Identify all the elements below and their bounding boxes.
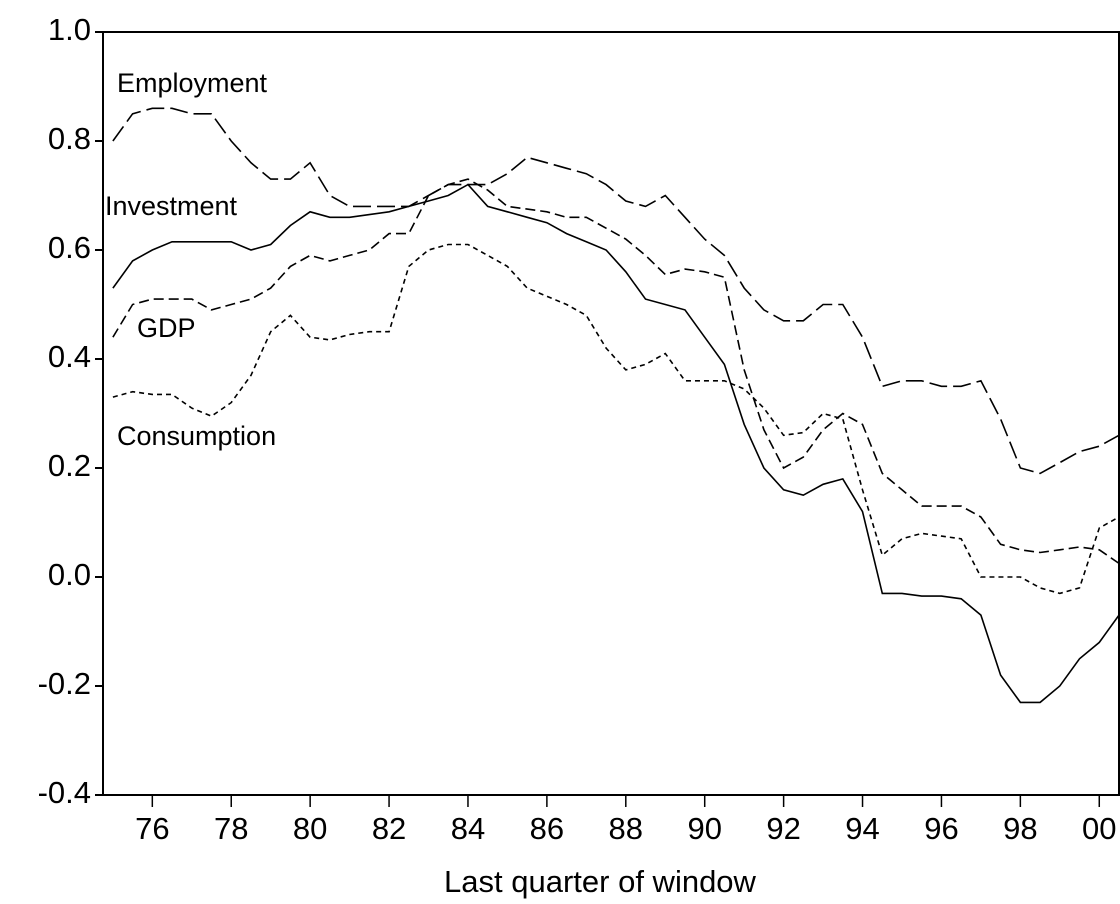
annotation: GDP [137, 313, 196, 343]
x-tick-label: 82 [372, 811, 406, 846]
y-tick-label: -0.4 [38, 775, 91, 810]
y-tick-label: 0.4 [48, 339, 91, 374]
annotation: Employment [117, 68, 268, 98]
series-line [112, 178, 1120, 565]
y-tick-label: 0.6 [48, 230, 91, 265]
annotation: Consumption [117, 421, 276, 451]
series-line [112, 183, 1120, 704]
y-tick-label: -0.2 [38, 666, 91, 701]
x-tick-label: 80 [293, 811, 327, 846]
x-tick-label: 92 [766, 811, 800, 846]
x-tick-label: 96 [924, 811, 958, 846]
x-tick-label: 78 [214, 811, 248, 846]
x-tick-label: 84 [451, 811, 485, 846]
x-tick-label: 90 [687, 811, 721, 846]
plot-frame [102, 31, 1120, 796]
x-tick-label: 86 [530, 811, 564, 846]
series-line [112, 243, 1120, 595]
x-axis-label: Last quarter of window [444, 864, 757, 899]
x-tick-label: 76 [135, 811, 169, 846]
y-tick-label: 0.8 [48, 121, 91, 156]
x-tick-label: 88 [609, 811, 643, 846]
x-tick-label: 00 [1082, 811, 1116, 846]
y-tick-label: 0.2 [48, 448, 91, 483]
y-tick-label: 0.0 [48, 557, 91, 592]
y-tick-label: 1.0 [48, 12, 91, 47]
x-tick-label: 98 [1003, 811, 1037, 846]
annotation: Investment [105, 191, 238, 221]
series-line [112, 107, 1120, 475]
x-tick-label: 94 [845, 811, 879, 846]
